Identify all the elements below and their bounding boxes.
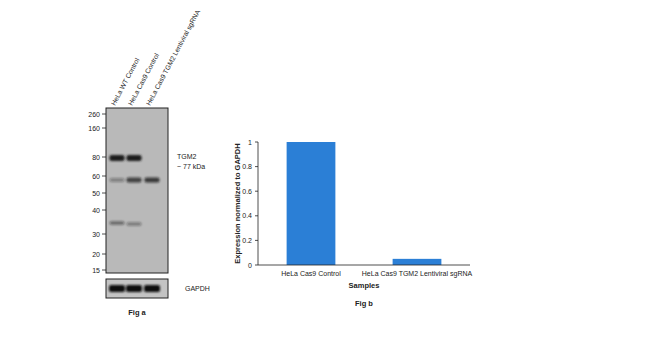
y-tick: [255, 166, 258, 167]
band: [110, 178, 125, 182]
blot-membrane: [106, 108, 168, 273]
bands: [110, 155, 160, 226]
marker-label: 80: [92, 154, 100, 161]
gapdh-band: [144, 285, 160, 292]
y-tick: [255, 142, 258, 143]
y-tick: [255, 265, 258, 266]
x-axis: [258, 265, 470, 266]
bars: [287, 142, 442, 265]
gapdh-membrane: [106, 279, 168, 298]
marker-tick: [102, 234, 106, 235]
marker-tick: [102, 114, 106, 115]
band: [127, 178, 142, 183]
y-tick-label: 0: [248, 262, 252, 269]
marker-tick: [102, 128, 106, 129]
y-axis-label: Expression normalized to GAPDH: [233, 143, 242, 263]
band: [127, 155, 142, 161]
y-tick-label: 0.8: [242, 163, 252, 170]
marker-tick: [102, 157, 106, 158]
band: [110, 221, 125, 225]
y-tick-label: 0.4: [242, 212, 252, 219]
gapdh-band: [126, 285, 142, 292]
y-tick-label: 0.6: [242, 188, 252, 195]
y-tick: [255, 215, 258, 216]
y-tick-label: 1: [248, 139, 252, 146]
y-tick: [255, 191, 258, 192]
band: [145, 178, 160, 183]
marker-label: 160: [88, 125, 100, 132]
lane-label: HeLa Cas9 TGM2 Lentiviral sgRNA: [145, 8, 203, 107]
panel-title: Fig b: [355, 299, 373, 308]
marker-label: 15: [92, 267, 100, 274]
y-tick-label: 0.2: [242, 237, 252, 244]
band: [110, 155, 125, 161]
target-label: TGM2: [177, 153, 197, 160]
bar: [393, 259, 442, 265]
x-axis-label: Samples: [349, 281, 380, 290]
marker-label: 40: [92, 207, 100, 214]
y-tick: [255, 240, 258, 241]
y-axis: [258, 142, 259, 265]
bar: [287, 142, 336, 265]
target-size: ~ 77 kDa: [177, 163, 205, 170]
band: [127, 222, 142, 226]
gapdh-band: [109, 285, 125, 292]
marker-label: 20: [92, 251, 100, 258]
marker-tick: [102, 254, 106, 255]
gapdh-bands: [109, 285, 160, 292]
marker-label: 260: [88, 111, 100, 118]
marker-label: 30: [92, 231, 100, 238]
marker-label: 60: [92, 173, 100, 180]
marker-tick: [102, 270, 106, 271]
x-tick-label: HeLa Cas9 Control: [281, 270, 341, 277]
marker-tick: [102, 210, 106, 211]
x-tick-label: HeLa Cas9 TGM2 Lentiviral sgRNA: [362, 270, 473, 278]
marker-tick: [102, 176, 106, 177]
marker-label: 50: [92, 190, 100, 197]
panel-title: Fig a: [128, 308, 146, 317]
marker-tick: [102, 193, 106, 194]
figure: 26016080605040302015HeLa WT ControlHeLa …: [0, 0, 650, 340]
loading-label: GAPDH: [185, 285, 210, 292]
